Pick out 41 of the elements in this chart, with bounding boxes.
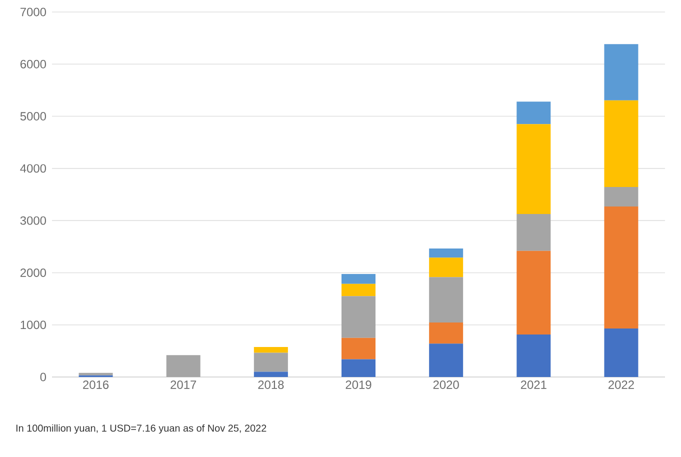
bar	[604, 100, 638, 187]
bar	[78, 372, 113, 376]
bar	[429, 344, 464, 377]
bar	[429, 322, 464, 344]
bar	[604, 44, 638, 100]
bar	[604, 328, 638, 377]
bar	[342, 274, 376, 284]
y-tick-label: 7000	[20, 8, 46, 16]
x-tick-label: 2016	[83, 380, 109, 389]
bar	[516, 214, 551, 251]
bar	[254, 352, 288, 372]
bar	[429, 277, 464, 323]
bar	[342, 284, 376, 296]
x-tick-label: 2019	[346, 380, 372, 389]
bar	[604, 206, 638, 329]
x-tick-label: 2021	[520, 380, 546, 389]
y-tick-label: 3000	[20, 216, 46, 225]
bar	[342, 296, 376, 338]
bar	[429, 258, 464, 278]
x-tick-label: 2022	[608, 380, 634, 389]
text: In 100million yuan, 1 USD=7.16 yuan as of Nov 25, 2022	[16, 424, 266, 434]
bar	[342, 338, 376, 360]
y-tick-label: 5000	[20, 112, 46, 121]
bar	[516, 124, 551, 214]
y-tick-label: 0	[40, 372, 46, 382]
bar	[342, 359, 376, 377]
bar	[254, 347, 288, 353]
bar	[516, 334, 551, 377]
x-tick-label: 2020	[433, 380, 459, 389]
bar	[254, 372, 288, 377]
x-tick-label: 2017	[170, 380, 196, 389]
bar	[166, 355, 200, 377]
y-tick-label: 1000	[20, 320, 46, 330]
bar	[516, 250, 551, 335]
bar	[516, 102, 551, 124]
bar	[604, 186, 638, 206]
y-tick-label: 6000	[20, 60, 46, 68]
x-tick-label: 2018	[258, 380, 284, 389]
y-tick-label: 2000	[20, 268, 46, 277]
y-tick-label: 4000	[20, 164, 46, 173]
bar	[429, 248, 464, 258]
